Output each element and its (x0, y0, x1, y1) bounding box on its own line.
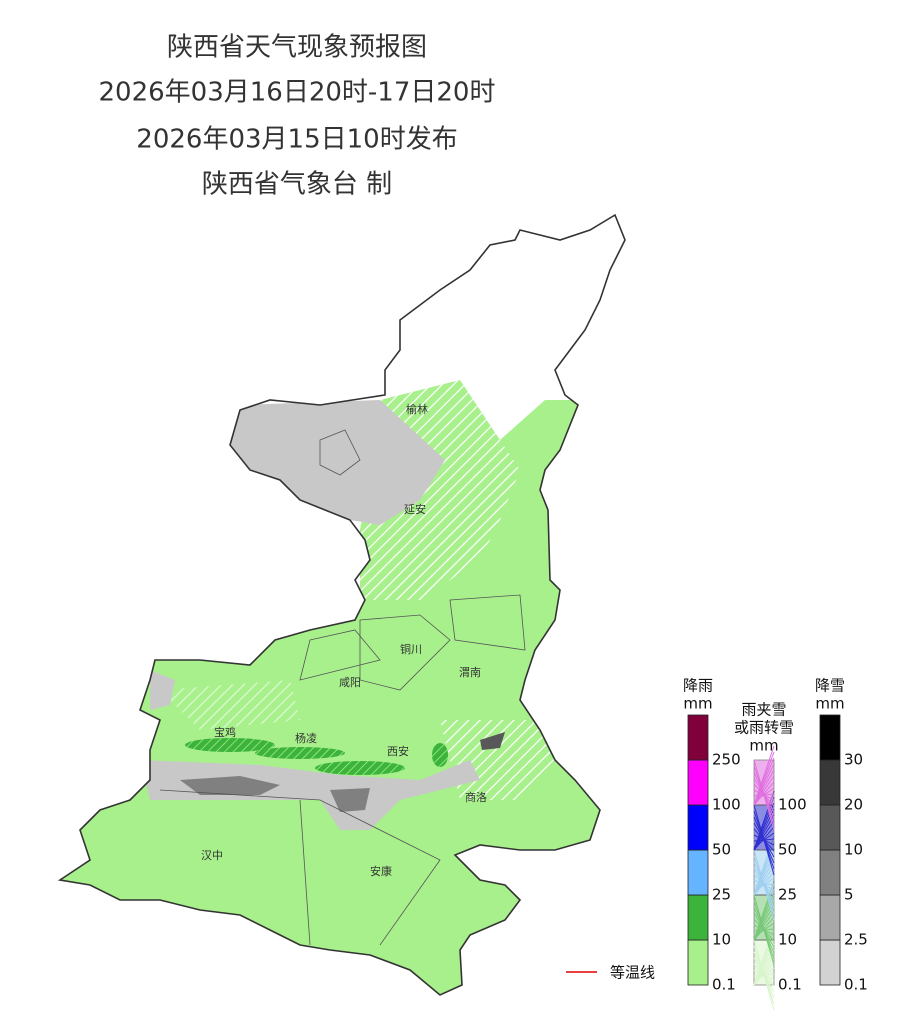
legend-swatch (819, 939, 841, 986)
issuer: 陕西省气象台 制 (202, 170, 392, 200)
legend-swatch (819, 714, 841, 761)
legend-hatch (753, 745, 775, 806)
legend-title: 降雪 (815, 677, 845, 695)
sleet-area (185, 738, 275, 752)
city-label: 渭南 (459, 666, 481, 679)
legend-title: mm (749, 737, 778, 755)
legend-swatch (819, 759, 841, 806)
legend-level: 100 (712, 796, 741, 814)
city-label: 榆林 (406, 402, 428, 416)
legend-level: 250 (712, 751, 741, 769)
legend-level: 50 (712, 841, 731, 859)
legend-hatch (753, 961, 775, 986)
title: 陕西省天气现象预报图 (167, 33, 427, 63)
subtitle: 2026年03月16日20时-17日20时 (99, 78, 496, 108)
legend-swatch (819, 894, 841, 941)
legend: 等温线 0.1102550100250降雨mm0.1102550100雨夹雪或雨… (566, 677, 868, 1011)
city-label: 汉中 (201, 849, 223, 862)
snow-area (330, 788, 370, 812)
sleet-area (160, 680, 300, 730)
snow-area (150, 670, 175, 710)
title-block: 陕西省天气现象预报图 2026年03月16日20时-17日20时 2026年03… (99, 33, 496, 200)
snow-area (230, 400, 445, 525)
legend-swatch (687, 804, 709, 851)
snow-area (480, 732, 505, 750)
legend-hatch (753, 826, 775, 851)
legend-title: mm (683, 695, 712, 713)
legend-level: 10 (712, 931, 731, 949)
legend-level: 25 (712, 886, 731, 904)
legend-level: 10 (778, 931, 797, 949)
legend-title: 雨夹雪 (741, 701, 786, 719)
legend-swatch (687, 939, 709, 986)
sleet-area (255, 747, 345, 759)
legend-swatch (687, 759, 709, 806)
legend-hatch (753, 916, 775, 941)
sleet-area (315, 761, 405, 775)
sleet-area (432, 743, 448, 767)
city-label: 咸阳 (339, 676, 361, 689)
city-label: 延安 (404, 502, 426, 516)
city-label: 铜川 (400, 642, 422, 656)
legend-level: 0.1 (712, 976, 736, 994)
legend-swatch (687, 894, 709, 941)
legend-swatch (819, 804, 841, 851)
city-label: 宝鸡 (214, 725, 236, 739)
legend-level: 100 (778, 796, 807, 814)
legend-level: 25 (778, 886, 797, 904)
city-boundary (159, 429, 526, 946)
legend-level: 10 (844, 841, 863, 859)
isotherm-label: 等温线 (610, 964, 655, 982)
legend-level: 50 (778, 841, 797, 859)
legend-swatch (819, 849, 841, 896)
legend-hatch (753, 781, 775, 806)
legend-swatch (687, 849, 709, 896)
legend-level: 0.1 (778, 976, 802, 994)
legend-level: 30 (844, 751, 863, 769)
city-label: 安康 (370, 864, 392, 878)
city-label: 杨凌 (295, 731, 317, 745)
legend-title: mm (815, 695, 844, 713)
legend-swatch (687, 714, 709, 761)
legend-title: 或雨转雪 (734, 719, 794, 737)
snow-area (180, 776, 280, 795)
precip-areas (60, 215, 625, 995)
city-label: 西安 (387, 744, 409, 758)
legend-level: 2.5 (844, 931, 868, 949)
legend-level: 0.1 (844, 976, 868, 994)
legend-title: 降雨 (683, 677, 713, 695)
issue-time: 2026年03月15日10时发布 (136, 125, 457, 155)
legend-level: 5 (844, 886, 854, 904)
legend-hatch (753, 871, 775, 896)
city-label: 商洛 (465, 790, 487, 804)
legend-level: 20 (844, 796, 863, 814)
